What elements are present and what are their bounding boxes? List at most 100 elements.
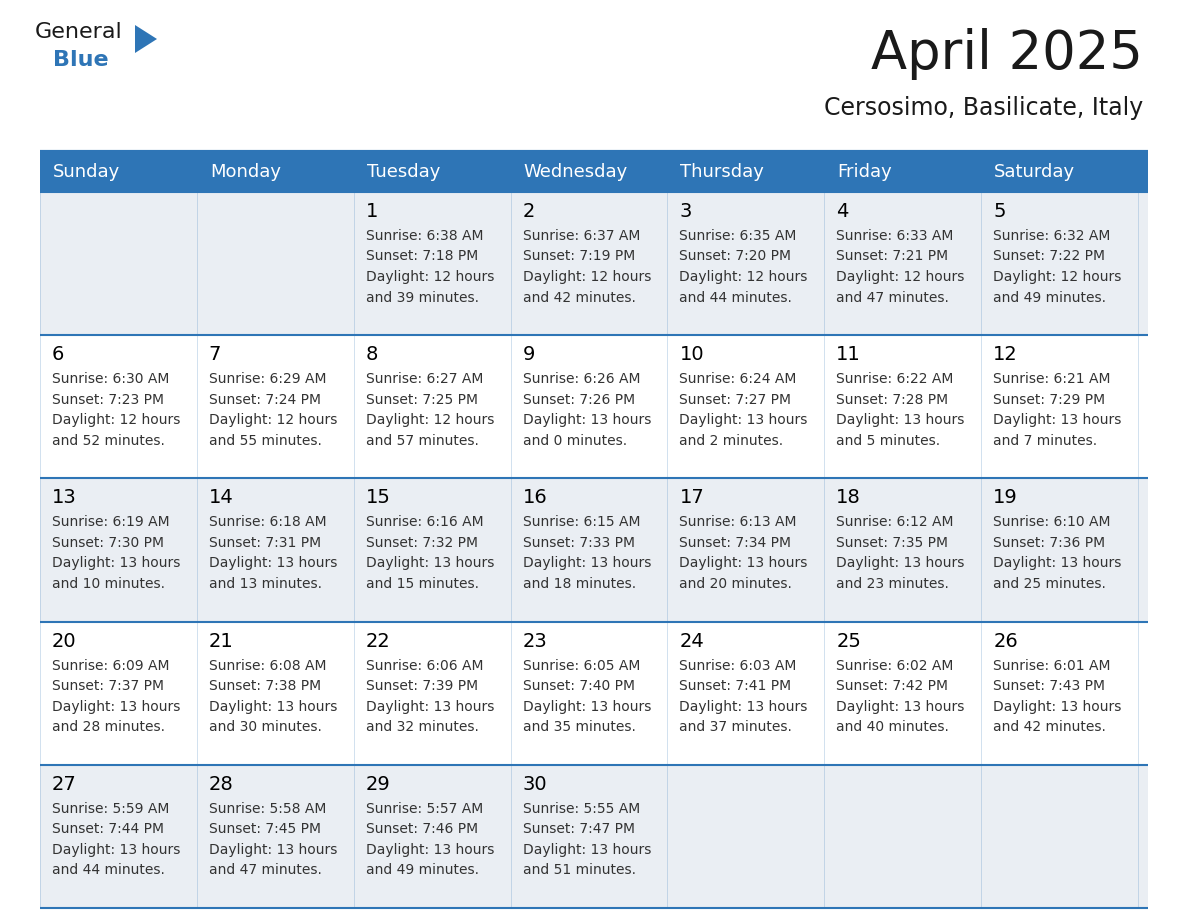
Text: Sunset: 7:21 PM: Sunset: 7:21 PM	[836, 250, 948, 263]
Text: Daylight: 13 hours: Daylight: 13 hours	[52, 556, 181, 570]
Bar	[40, 621, 1148, 765]
Text: 28: 28	[209, 775, 234, 794]
Text: Daylight: 13 hours: Daylight: 13 hours	[993, 700, 1121, 713]
Text: Sunset: 7:29 PM: Sunset: 7:29 PM	[993, 393, 1105, 407]
Text: and 23 minutes.: and 23 minutes.	[836, 577, 949, 591]
Text: Sunset: 7:24 PM: Sunset: 7:24 PM	[209, 393, 321, 407]
Text: and 2 minutes.: and 2 minutes.	[680, 433, 784, 448]
Text: Sunrise: 6:18 AM: Sunrise: 6:18 AM	[209, 515, 327, 530]
Text: Sunset: 7:34 PM: Sunset: 7:34 PM	[680, 536, 791, 550]
Text: and 47 minutes.: and 47 minutes.	[209, 863, 322, 878]
Text: Tuesday: Tuesday	[367, 163, 440, 181]
Text: Sunrise: 6:38 AM: Sunrise: 6:38 AM	[366, 229, 484, 243]
Text: and 49 minutes.: and 49 minutes.	[366, 863, 479, 878]
Text: Sunset: 7:42 PM: Sunset: 7:42 PM	[836, 679, 948, 693]
Text: Daylight: 13 hours: Daylight: 13 hours	[680, 413, 808, 427]
Text: Sunset: 7:43 PM: Sunset: 7:43 PM	[993, 679, 1105, 693]
Text: Sunset: 7:33 PM: Sunset: 7:33 PM	[523, 536, 634, 550]
Text: 3: 3	[680, 202, 691, 221]
Text: 10: 10	[680, 345, 704, 364]
Text: Daylight: 13 hours: Daylight: 13 hours	[523, 700, 651, 713]
Text: Sunset: 7:41 PM: Sunset: 7:41 PM	[680, 679, 791, 693]
Text: 15: 15	[366, 488, 391, 508]
Text: Sunset: 7:18 PM: Sunset: 7:18 PM	[366, 250, 478, 263]
Text: Sunset: 7:47 PM: Sunset: 7:47 PM	[523, 823, 634, 836]
Text: Sunset: 7:20 PM: Sunset: 7:20 PM	[680, 250, 791, 263]
Text: 29: 29	[366, 775, 391, 794]
Text: and 37 minutes.: and 37 minutes.	[680, 720, 792, 734]
Text: Daylight: 13 hours: Daylight: 13 hours	[836, 556, 965, 570]
Text: Daylight: 13 hours: Daylight: 13 hours	[680, 700, 808, 713]
Bar	[40, 192, 1148, 335]
Text: Sunrise: 6:19 AM: Sunrise: 6:19 AM	[52, 515, 170, 530]
Text: Sunset: 7:32 PM: Sunset: 7:32 PM	[366, 536, 478, 550]
Text: Daylight: 13 hours: Daylight: 13 hours	[523, 413, 651, 427]
Text: 26: 26	[993, 632, 1018, 651]
Text: 9: 9	[523, 345, 535, 364]
Text: Sunrise: 6:02 AM: Sunrise: 6:02 AM	[836, 658, 954, 673]
Text: 22: 22	[366, 632, 391, 651]
Text: 24: 24	[680, 632, 704, 651]
Text: Daylight: 13 hours: Daylight: 13 hours	[523, 843, 651, 856]
Text: 5: 5	[993, 202, 1006, 221]
Text: Sunset: 7:19 PM: Sunset: 7:19 PM	[523, 250, 634, 263]
Text: Sunset: 7:23 PM: Sunset: 7:23 PM	[52, 393, 164, 407]
Text: and 40 minutes.: and 40 minutes.	[836, 720, 949, 734]
Bar	[40, 152, 1148, 192]
Text: Sunrise: 6:03 AM: Sunrise: 6:03 AM	[680, 658, 797, 673]
Text: Sunrise: 6:29 AM: Sunrise: 6:29 AM	[209, 372, 327, 386]
Text: and 13 minutes.: and 13 minutes.	[209, 577, 322, 591]
Text: Daylight: 12 hours: Daylight: 12 hours	[993, 270, 1121, 284]
Text: Daylight: 13 hours: Daylight: 13 hours	[523, 556, 651, 570]
Text: and 44 minutes.: and 44 minutes.	[52, 863, 165, 878]
Text: Sunrise: 6:08 AM: Sunrise: 6:08 AM	[209, 658, 327, 673]
Text: Friday: Friday	[838, 163, 892, 181]
Text: Sunset: 7:45 PM: Sunset: 7:45 PM	[209, 823, 321, 836]
Text: and 49 minutes.: and 49 minutes.	[993, 290, 1106, 305]
Text: Sunset: 7:25 PM: Sunset: 7:25 PM	[366, 393, 478, 407]
Text: and 39 minutes.: and 39 minutes.	[366, 290, 479, 305]
Text: Sunday: Sunday	[53, 163, 120, 181]
Text: Sunset: 7:44 PM: Sunset: 7:44 PM	[52, 823, 164, 836]
Text: Wednesday: Wednesday	[524, 163, 627, 181]
Text: Sunrise: 5:59 AM: Sunrise: 5:59 AM	[52, 801, 170, 816]
Text: Sunrise: 6:05 AM: Sunrise: 6:05 AM	[523, 658, 640, 673]
Text: Sunrise: 5:58 AM: Sunrise: 5:58 AM	[209, 801, 327, 816]
Text: Daylight: 13 hours: Daylight: 13 hours	[993, 556, 1121, 570]
Text: Daylight: 12 hours: Daylight: 12 hours	[209, 413, 337, 427]
Text: Daylight: 13 hours: Daylight: 13 hours	[836, 413, 965, 427]
Text: Sunset: 7:27 PM: Sunset: 7:27 PM	[680, 393, 791, 407]
Text: and 42 minutes.: and 42 minutes.	[993, 720, 1106, 734]
Text: Monday: Monday	[210, 163, 280, 181]
Text: Sunset: 7:39 PM: Sunset: 7:39 PM	[366, 679, 478, 693]
Text: and 25 minutes.: and 25 minutes.	[993, 577, 1106, 591]
Text: and 20 minutes.: and 20 minutes.	[680, 577, 792, 591]
Text: Daylight: 13 hours: Daylight: 13 hours	[52, 843, 181, 856]
Text: Sunset: 7:31 PM: Sunset: 7:31 PM	[209, 536, 321, 550]
Text: Daylight: 13 hours: Daylight: 13 hours	[209, 700, 337, 713]
Text: Saturday: Saturday	[994, 163, 1075, 181]
Text: 19: 19	[993, 488, 1018, 508]
Text: Sunrise: 6:06 AM: Sunrise: 6:06 AM	[366, 658, 484, 673]
Text: Daylight: 13 hours: Daylight: 13 hours	[209, 556, 337, 570]
Text: and 52 minutes.: and 52 minutes.	[52, 433, 165, 448]
Text: Sunrise: 6:01 AM: Sunrise: 6:01 AM	[993, 658, 1111, 673]
Text: Sunrise: 6:26 AM: Sunrise: 6:26 AM	[523, 372, 640, 386]
Text: 7: 7	[209, 345, 221, 364]
Text: and 57 minutes.: and 57 minutes.	[366, 433, 479, 448]
Text: 13: 13	[52, 488, 77, 508]
Text: Sunrise: 6:21 AM: Sunrise: 6:21 AM	[993, 372, 1111, 386]
Text: and 5 minutes.: and 5 minutes.	[836, 433, 941, 448]
Text: Sunrise: 6:22 AM: Sunrise: 6:22 AM	[836, 372, 954, 386]
Text: Daylight: 13 hours: Daylight: 13 hours	[366, 700, 494, 713]
Text: Sunset: 7:38 PM: Sunset: 7:38 PM	[209, 679, 321, 693]
Text: Daylight: 12 hours: Daylight: 12 hours	[366, 270, 494, 284]
Text: 2: 2	[523, 202, 535, 221]
Text: Sunrise: 6:13 AM: Sunrise: 6:13 AM	[680, 515, 797, 530]
Polygon shape	[135, 25, 157, 53]
Bar	[40, 335, 1148, 478]
Text: 1: 1	[366, 202, 378, 221]
Bar	[40, 478, 1148, 621]
Text: and 44 minutes.: and 44 minutes.	[680, 290, 792, 305]
Text: Sunrise: 5:57 AM: Sunrise: 5:57 AM	[366, 801, 484, 816]
